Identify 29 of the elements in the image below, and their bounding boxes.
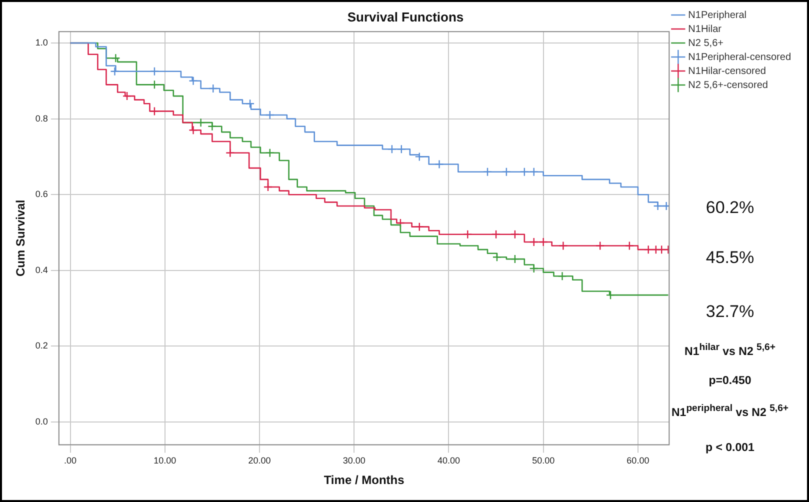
text: N1$^{hilar}$ vs N2 $^{5,6+}$ [684,342,776,358]
y-axis-title: Cum Survival [14,200,28,277]
x-tick-label: 30.00 [342,456,366,466]
y-tick-label: 0.4 [35,264,48,275]
text: p=0.450 [708,375,752,387]
x-tick-label: 10.00 [154,456,176,466]
text: p < 0.001 [704,442,756,454]
x-tick-label: 40.00 [437,456,460,466]
legend-label: N1Peripheral-censored [688,52,792,63]
y-tick-label: 0.6 [35,189,48,200]
text: 32.7% [704,302,756,322]
chart-title: Survival Functions [347,9,464,24]
y-tick-label: 0.0 [35,416,48,427]
x-tick-label: 20.00 [248,456,271,466]
text: 45.5% [704,248,756,268]
x-tick-label: 60.00 [626,456,650,466]
x-tick-label: 50.00 [532,456,555,466]
y-tick-label: 1.0 [35,37,48,48]
y-tick-label: 0.8 [35,113,48,124]
text: N1$^{peripheral}$ vs N2 $^{5,6+}$ [670,403,790,419]
legend-label: N1Hilar [688,24,722,35]
x-tick-label: .00 [64,456,77,466]
legend-label: N2 5,6+-censored [688,80,768,91]
x-axis-title: Time / Months [324,473,405,488]
text: 60.2% [704,198,756,218]
y-tick-label: 0.2 [35,340,48,351]
legend-label: N1Peripheral [688,10,747,21]
legend-label: N1Hilar-censored [688,66,766,77]
legend-label: N2 5,6+ [688,38,724,49]
